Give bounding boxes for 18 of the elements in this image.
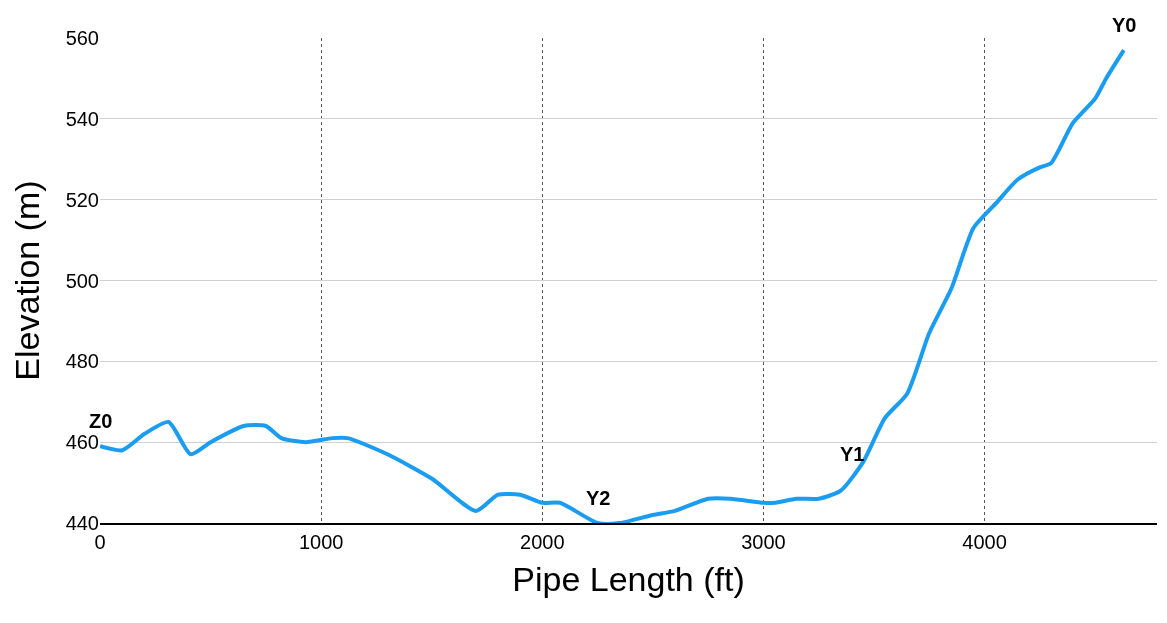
annotation: Z0 (89, 410, 113, 432)
y-tick-label: 560 (65, 27, 99, 49)
x-tick-label: 4000 (962, 531, 1007, 553)
annotation: Y0 (1112, 14, 1137, 36)
annotation: Y2 (586, 487, 611, 509)
x-tick-label: 2000 (520, 531, 565, 553)
x-tick-label: 3000 (741, 531, 786, 553)
y-tick-label: 540 (65, 107, 99, 130)
x-tick-label: 0 (94, 531, 106, 553)
y-tick-label: 520 (65, 188, 99, 211)
y-tick-label: 500 (65, 269, 99, 292)
y-tick-label: 440 (65, 512, 99, 534)
x-axis-title: Pipe Length (ft) (512, 559, 745, 598)
x-tick-label: 1000 (298, 531, 344, 553)
y-axis-title: Elevation (m) (8, 180, 47, 381)
y-tick-label: 460 (65, 431, 99, 454)
annotation: Y1 (840, 443, 865, 465)
y-tick-label: 480 (65, 350, 99, 373)
